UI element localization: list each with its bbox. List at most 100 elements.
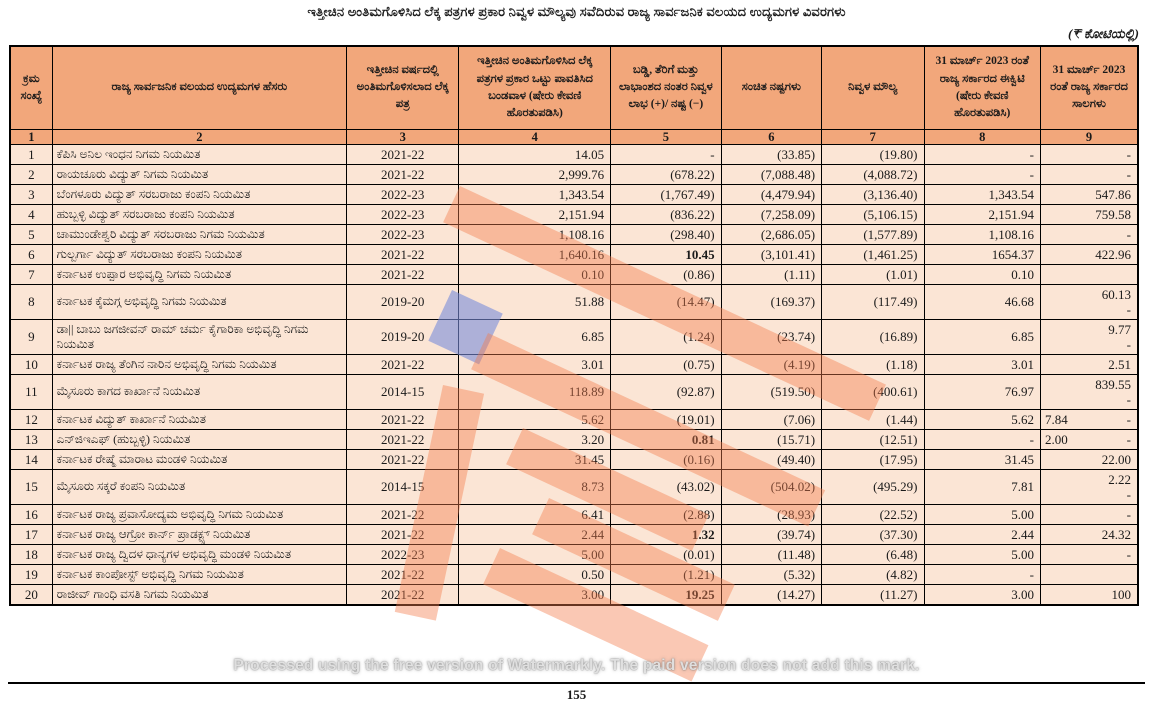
column-number: 9 xyxy=(1040,128,1139,145)
column-number: 4 xyxy=(458,128,612,145)
cell-paid-capital: 118.89 xyxy=(458,373,612,410)
cell-govt-loans xyxy=(1040,563,1139,585)
cell-accumulated-losses: (15.71) xyxy=(720,428,823,450)
table-row: 2 ರಾಯಚೂರು ವಿದ್ಯುತ್ ನಿಗಮ ನಿಯಮಿತ 2021-22 2,99… xyxy=(9,163,1139,185)
cell-paid-capital: 3.00 xyxy=(458,583,612,605)
cell-paid-capital: 0.10 xyxy=(458,263,612,285)
cell-govt-equity: - xyxy=(923,563,1042,585)
cell-accounts-year: 2021-22 xyxy=(345,163,460,185)
cell-govt-loans: 7.84- xyxy=(1040,408,1139,430)
table-row: 14 ಕರ್ನಾಟಕ ರೇಷ್ಮೆ ಮಾರಾಟ ಮಂಡಳಿ ನಿಯಮಿತ 2021-… xyxy=(9,448,1139,470)
table-row: 13 ಎನ್‌ಜಿಇಎಫ್ (ಹುಬ್ಬಳ್ಳಿ) ನಿಯಮಿತ 2021-22 3.… xyxy=(9,428,1139,450)
cell-serial-number: 1 xyxy=(9,143,53,165)
cell-net-profit-loss: (1.24) xyxy=(610,318,722,355)
cell-govt-equity: 5.00 xyxy=(923,503,1042,525)
table-row: 17 ಕರ್ನಾಟಕ ರಾಜ್ಯ ಆಗ್ರೋ ಕಾರ್ನ್ ಪ್ರಾಡಕ್ಟ್ಸ್… xyxy=(9,523,1139,545)
cell-govt-loans: 2.00- xyxy=(1040,428,1139,450)
cell-company-name: ಎನ್‌ಜಿಇಎಫ್ (ಹುಬ್ಬಳ್ಳಿ) ನಿಯಮಿತ xyxy=(51,428,347,450)
cell-serial-number: 11 xyxy=(9,373,53,410)
cell-company-name: ರಾಜೀವ್ ಗಾಂಧಿ ವಸತಿ ನಿಗಮ ನಿಯಮಿತ xyxy=(51,583,347,605)
cell-govt-equity: - xyxy=(923,143,1042,165)
column-number: 3 xyxy=(345,128,460,145)
cell-govt-equity: 1,343.54 xyxy=(923,183,1042,205)
cell-net-profit-loss: (2.88) xyxy=(610,503,722,525)
column-header: ಬಡ್ಡಿ, ತೆರಿಗೆ ಮತ್ತು ಲಾಭಾಂಶದ ನಂತರ ನಿವ್ವಳ … xyxy=(610,45,722,130)
cell-company-name: ಕರ್ನಾಟಕ ರಾಜ್ಯ ಆಗ್ರೋ ಕಾರ್ನ್ ಪ್ರಾಡಕ್ಟ್ಸ್ ನ… xyxy=(51,523,347,545)
column-header: ಸಂಚಿತ ನಷ್ಟಗಳು xyxy=(720,45,823,130)
cell-paid-capital: 1,108.16 xyxy=(458,223,612,245)
table-row: 11 ಮೈಸೂರು ಕಾಗದ ಕಾರ್ಖಾನೆ ನಿಯಮಿತ 2014-15 118.… xyxy=(9,373,1139,410)
cell-paid-capital: 51.88 xyxy=(458,283,612,320)
cell-accumulated-losses: (4,479.94) xyxy=(720,183,823,205)
cell-govt-equity: 2,151.94 xyxy=(923,203,1042,225)
cell-net-worth: (5,106.15) xyxy=(821,203,925,225)
cell-govt-loans xyxy=(1040,263,1139,285)
cell-net-profit-loss: 19.25 xyxy=(610,583,722,605)
cell-govt-loans: 9.77 - xyxy=(1040,318,1139,355)
column-number: 5 xyxy=(610,128,722,145)
cell-accumulated-losses: (169.37) xyxy=(720,283,823,320)
cell-accounts-year: 2022-23 xyxy=(345,183,460,205)
cell-accounts-year: 2021-22 xyxy=(345,503,460,525)
cell-net-worth: (12.51) xyxy=(821,428,925,450)
table-row: 3 ಬೆಂಗಳೂರು ವಿದ್ಯುತ್ ಸರಬರಾಜು ಕಂಪನಿ ನಿಯಮಿತ 2… xyxy=(9,183,1139,205)
column-header: ಕ್ರಮ ಸಂಖ್ಯೆ xyxy=(9,45,53,130)
column-header: 31 ಮಾರ್ಚ್ 2023 ರಂತೆ ರಾಜ್ಯ ಸರ್ಕಾರದ ಸಾಲಗಳು xyxy=(1040,45,1139,130)
cell-paid-capital: 1,640.16 xyxy=(458,243,612,265)
cell-accumulated-losses: (504.02) xyxy=(720,468,823,505)
cell-govt-equity: 46.68 xyxy=(923,283,1042,320)
cell-accounts-year: 2014-15 xyxy=(345,468,460,505)
cell-accounts-year: 2021-22 xyxy=(345,583,460,605)
cell-serial-number: 8 xyxy=(9,283,53,320)
psu-networth-table: ಕ್ರಮ ಸಂಖ್ಯೆ ರಾಜ್ಯ ಸಾರ್ವಜನಿಕ ವಲಯದ ಉದ್ಯಮಗಳ … xyxy=(9,45,1139,606)
cell-accumulated-losses: (49.40) xyxy=(720,448,823,470)
cell-net-worth: (4,088.72) xyxy=(821,163,925,185)
cell-net-worth: (3,136.40) xyxy=(821,183,925,205)
cell-accumulated-losses: (4.19) xyxy=(720,353,823,375)
cell-govt-loans: 2.51 xyxy=(1040,353,1139,375)
cell-net-profit-loss: (836.22) xyxy=(610,203,722,225)
cell-company-name: ಕರ್ನಾಟಕ ರಾಜ್ಯ ಪ್ರವಾಸೋದ್ಯಮ ಅಭಿವೃದ್ಧಿ ನಿಗಮ… xyxy=(51,503,347,525)
cell-govt-equity: 31.45 xyxy=(923,448,1042,470)
cell-govt-loans: 547.86 xyxy=(1040,183,1139,205)
cell-serial-number: 18 xyxy=(9,543,53,565)
cell-govt-loans: 2.22 - xyxy=(1040,468,1139,505)
cell-paid-capital: 2,151.94 xyxy=(458,203,612,225)
cell-company-name: ಕೆಪಿಸಿ ಅನಿಲ ಇಂಧನ ನಿಗಮ ನಿಯಮಿತ xyxy=(51,143,347,165)
cell-accumulated-losses: (5.32) xyxy=(720,563,823,585)
cell-serial-number: 15 xyxy=(9,468,53,505)
cell-net-profit-loss: (14.47) xyxy=(610,283,722,320)
cell-company-name: ರಾಯಚೂರು ವಿದ್ಯುತ್ ನಿಗಮ ನಿಯಮಿತ xyxy=(51,163,347,185)
cell-accounts-year: 2021-22 xyxy=(345,143,460,165)
cell-net-worth: (17.95) xyxy=(821,448,925,470)
cell-company-name: ಚಾಮುಂಡೇಶ್ವರಿ ವಿದ್ಯುತ್ ಸರಬರಾಜು ನಿಗಮ ನಿಯಮಿ… xyxy=(51,223,347,245)
cell-govt-loans: 22.00 xyxy=(1040,448,1139,470)
cell-serial-number: 7 xyxy=(9,263,53,285)
cell-accumulated-losses: (33.85) xyxy=(720,143,823,165)
cell-accumulated-losses: (7,088.48) xyxy=(720,163,823,185)
cell-paid-capital: 8.73 xyxy=(458,468,612,505)
cell-paid-capital: 6.41 xyxy=(458,503,612,525)
cell-net-worth: (19.80) xyxy=(821,143,925,165)
column-header: ನಿವ್ವಳ ಮೌಲ್ಯ xyxy=(821,45,925,130)
cell-net-worth: (1.18) xyxy=(821,353,925,375)
cell-net-worth: (495.29) xyxy=(821,468,925,505)
cell-net-profit-loss: - xyxy=(610,143,722,165)
cell-govt-equity: 1,108.16 xyxy=(923,223,1042,245)
cell-net-worth: (400.61) xyxy=(821,373,925,410)
cell-accounts-year: 2021-22 xyxy=(345,408,460,430)
cell-net-profit-loss: (43.02) xyxy=(610,468,722,505)
cell-net-worth: (11.27) xyxy=(821,583,925,605)
table-row: 5 ಚಾಮುಂಡೇಶ್ವರಿ ವಿದ್ಯುತ್ ಸರಬರಾಜು ನಿಗಮ ನಿಯಮ… xyxy=(9,223,1139,245)
column-header: 31 ಮಾರ್ಚ್ 2023 ರಂತೆ ರಾಜ್ಯ ಸರ್ಕಾರದ ಈಕ್ವಿಟ… xyxy=(923,45,1042,130)
cell-accounts-year: 2021-22 xyxy=(345,353,460,375)
cell-govt-loans: 422.96 xyxy=(1040,243,1139,265)
cell-accumulated-losses: (3,101.41) xyxy=(720,243,823,265)
cell-accounts-year: 2021-22 xyxy=(345,428,460,450)
cell-govt-equity: 1654.37 xyxy=(923,243,1042,265)
cell-serial-number: 16 xyxy=(9,503,53,525)
cell-company-name: ಬೆಂಗಳೂರು ವಿದ್ಯುತ್ ಸರಬರಾಜು ಕಂಪನಿ ನಿಯಮಿತ xyxy=(51,183,347,205)
cell-company-name: ಕರ್ನಾಟಕ ವಿದ್ಯುತ್ ಕಾರ್ಖಾನೆ ನಿಯಮಿತ xyxy=(51,408,347,430)
cell-paid-capital: 5.00 xyxy=(458,543,612,565)
cell-net-worth: (1.01) xyxy=(821,263,925,285)
